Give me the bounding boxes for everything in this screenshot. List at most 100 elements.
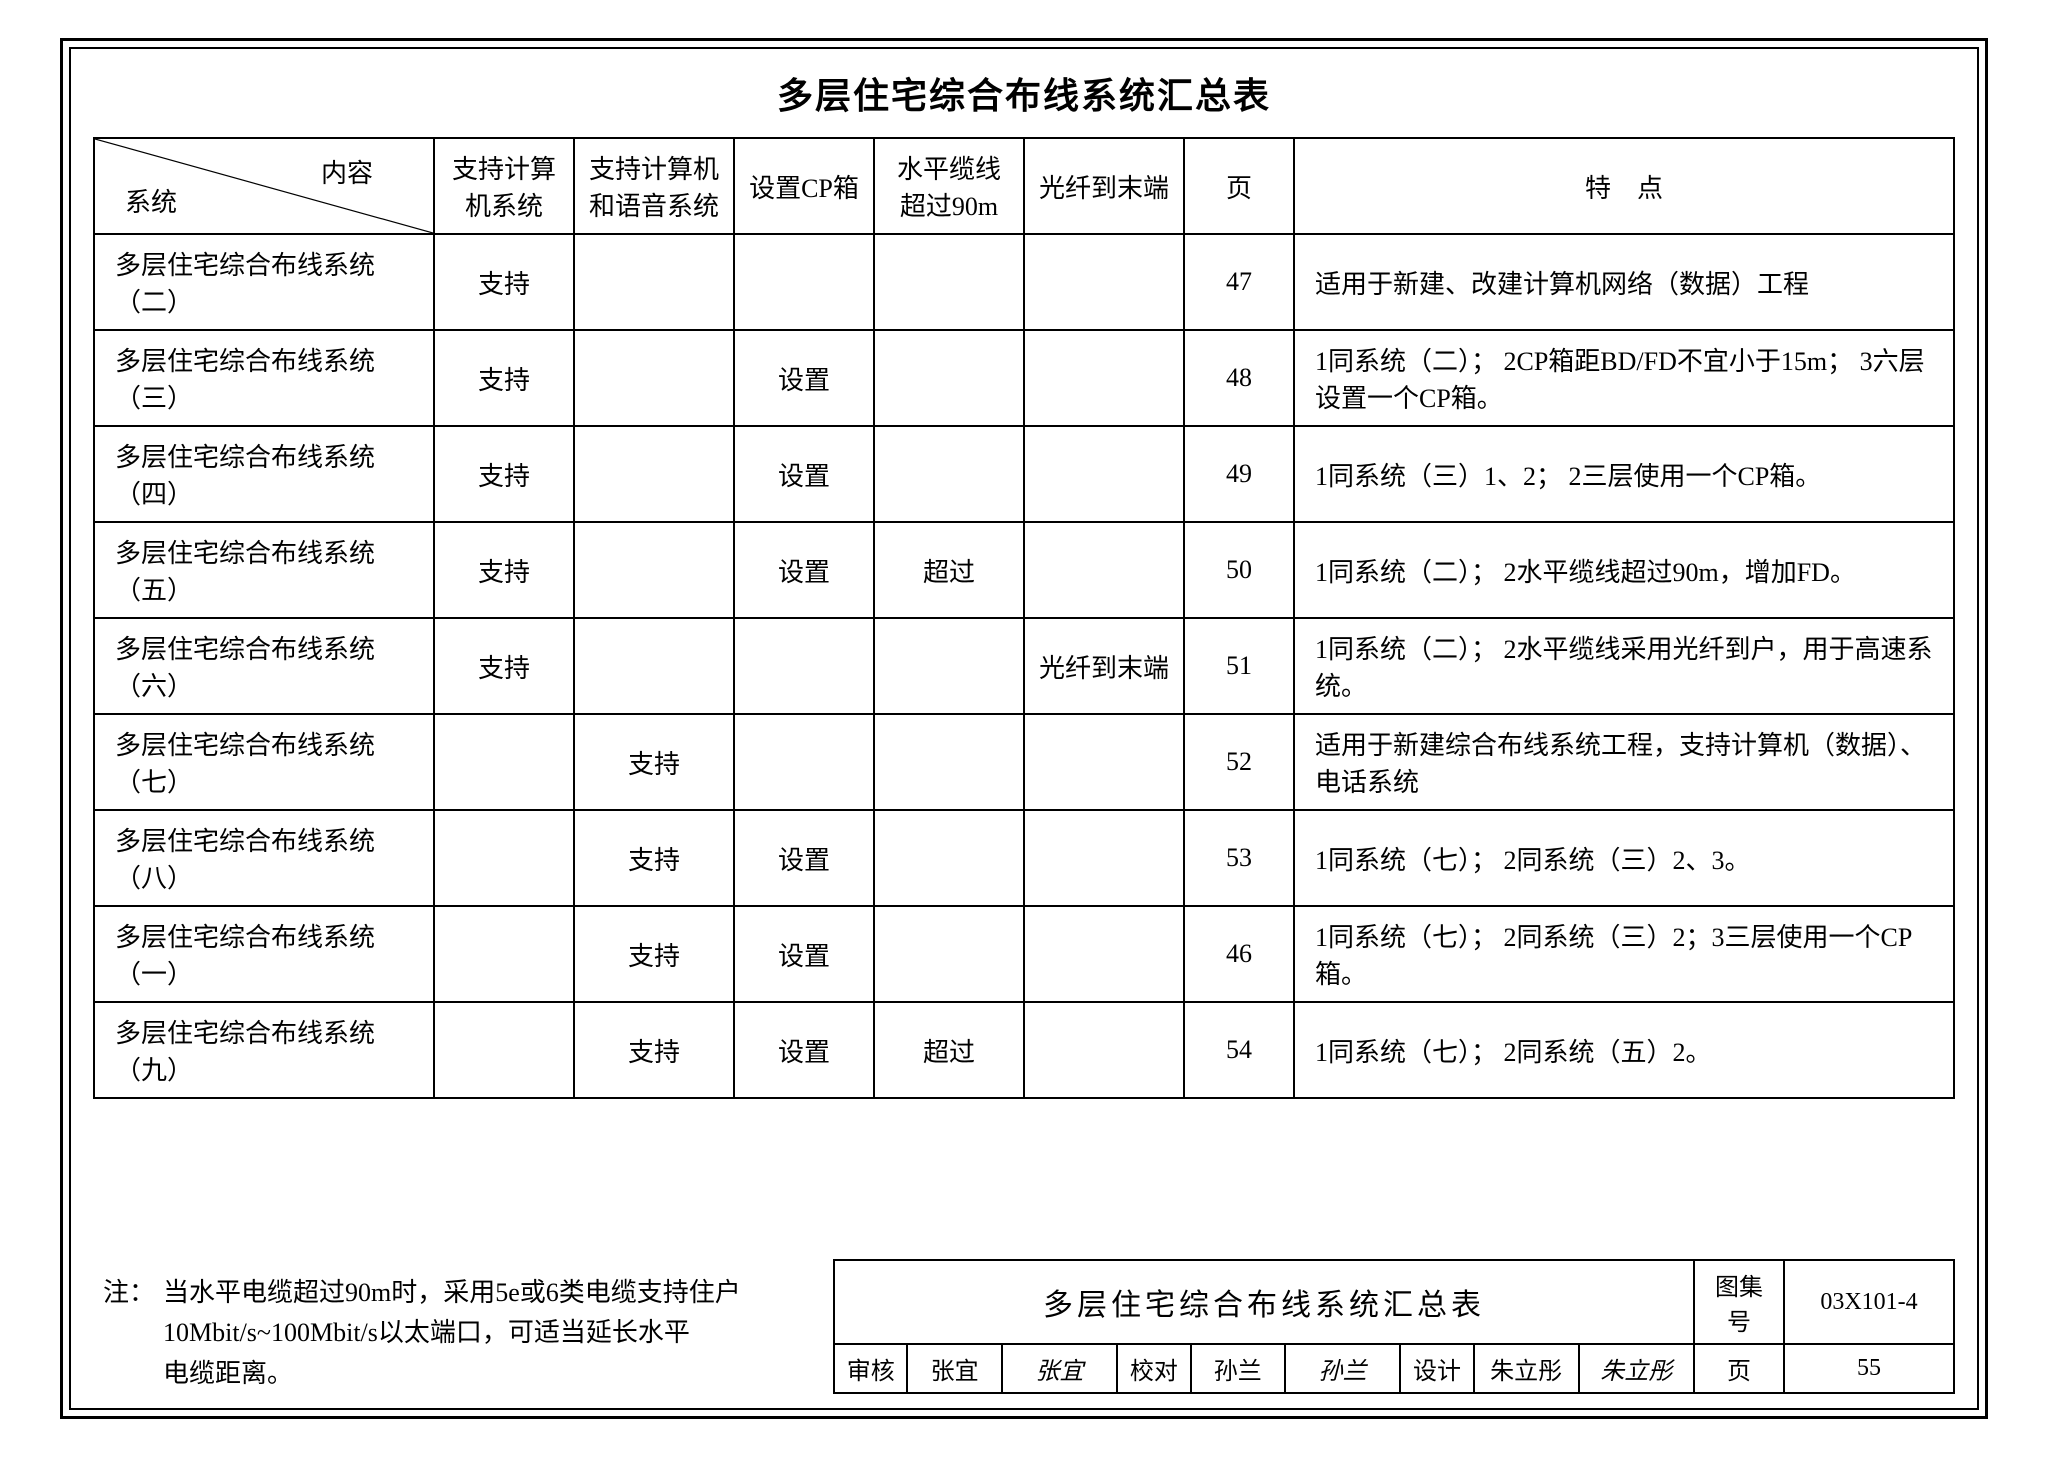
bottom-row: 注：当水平电缆超过90m时，采用5e或6类电缆支持住户 10Mbit/s~100… [93, 1113, 1955, 1394]
cell-feat: 1同系统（二）； 2水平缆线超过90m，增加FD。 [1294, 522, 1954, 618]
header-col4: 水平缆线超过90m [874, 138, 1024, 234]
cell-c4 [874, 618, 1024, 714]
header-diag-bot: 系统 [125, 182, 177, 219]
tb-catalog-label: 图集号 [1694, 1260, 1784, 1344]
cell-page: 47 [1184, 234, 1294, 330]
tb-设计-sig: 朱立彤 [1579, 1344, 1694, 1393]
cell-c1 [434, 906, 574, 1002]
header-col3: 设置CP箱 [734, 138, 874, 234]
cell-c2: 支持 [574, 714, 734, 810]
cell-page: 54 [1184, 1002, 1294, 1098]
cell-c3: 设置 [734, 330, 874, 426]
tb-title: 多层住宅综合布线系统汇总表 [834, 1260, 1694, 1344]
cell-c4 [874, 714, 1024, 810]
cell-c5 [1024, 234, 1184, 330]
tb-校对-label: 校对 [1117, 1344, 1190, 1393]
header-col7: 特 点 [1294, 138, 1954, 234]
table-row: 多层住宅综合布线系统（九） 支持设置超过 541同系统（七）； 2同系统（五）2。 [94, 1002, 1954, 1098]
table-body: 多层住宅综合布线系统（二）支持47适用于新建、改建计算机网络（数据）工程多层住宅… [94, 234, 1954, 1098]
footnote: 注：当水平电缆超过90m时，采用5e或6类电缆支持住户 10Mbit/s~100… [93, 1273, 741, 1394]
cell-c2 [574, 426, 734, 522]
table-header-row: 内容 系统 支持计算机系统 支持计算机和语音系统 设置CP箱 水平缆线超过90m… [94, 138, 1954, 234]
cell-c1: 支持 [434, 234, 574, 330]
page-title: 多层住宅综合布线系统汇总表 [93, 67, 1955, 119]
cell-c4 [874, 426, 1024, 522]
cell-c3 [734, 234, 874, 330]
table-row: 多层住宅综合布线系统（四）支持设置491同系统（三）1、2； 2三层使用一个CP… [94, 426, 1954, 522]
cell-c2: 支持 [574, 906, 734, 1002]
tb-审核-sig: 张宜 [1002, 1344, 1117, 1393]
footnote-indent2 [103, 1354, 163, 1394]
tb-校对-sig: 孙兰 [1285, 1344, 1400, 1393]
cell-c5 [1024, 1002, 1184, 1098]
cell-feat: 1同系统（七）； 2同系统（三）2；3三层使用一个CP箱。 [1294, 906, 1954, 1002]
cell-c2: 支持 [574, 1002, 734, 1098]
cell-c3: 设置 [734, 1002, 874, 1098]
cell-c3: 设置 [734, 522, 874, 618]
cell-c2 [574, 330, 734, 426]
cell-c3: 设置 [734, 906, 874, 1002]
table-row: 多层住宅综合布线系统（五）支持 设置超过 501同系统（二）； 2水平缆线超过90m… [94, 522, 1954, 618]
table-row: 多层住宅综合布线系统（七）支持52适用于新建综合布线系统工程，支持计算机（数据）… [94, 714, 1954, 810]
tb-审核-name: 张宜 [907, 1344, 1001, 1393]
cell-c4 [874, 810, 1024, 906]
footnote-indent [103, 1313, 163, 1353]
footnote-line3: 电缆距离。 [163, 1359, 293, 1388]
cell-c1: 支持 [434, 330, 574, 426]
cell-page: 50 [1184, 522, 1294, 618]
header-col6: 页 [1184, 138, 1294, 234]
header-diag-cell: 内容 系统 [94, 138, 434, 234]
cell-c4: 超过 [874, 1002, 1024, 1098]
outer-frame: 多层住宅综合布线系统汇总表 内容 系统 [60, 38, 1988, 1419]
cell-c1 [434, 714, 574, 810]
cell-c5 [1024, 330, 1184, 426]
title-block-table: 多层住宅综合布线系统汇总表 图集号 03X101-4 审核 张宜 张宜 校对 孙… [833, 1259, 1955, 1394]
cell-feat: 1同系统（七）； 2同系统（五）2。 [1294, 1002, 1954, 1098]
cell-c5 [1024, 522, 1184, 618]
cell-sys: 多层住宅综合布线系统（二） [94, 234, 434, 330]
cell-page: 52 [1184, 714, 1294, 810]
cell-c2 [574, 234, 734, 330]
header-col5: 光纤到末端 [1024, 138, 1184, 234]
header-diag-top: 内容 [321, 153, 373, 190]
cell-sys: 多层住宅综合布线系统（一） [94, 906, 434, 1002]
cell-c4: 超过 [874, 522, 1024, 618]
tb-page-no: 55 [1784, 1344, 1954, 1393]
table-row: 多层住宅综合布线系统（一）支持设置461同系统（七）； 2同系统（三）2；3三层… [94, 906, 1954, 1002]
page: 多层住宅综合布线系统汇总表 内容 系统 [0, 0, 2048, 1457]
cell-c1: 支持 [434, 522, 574, 618]
cell-page: 53 [1184, 810, 1294, 906]
title-block: 多层住宅综合布线系统汇总表 图集号 03X101-4 审核 张宜 张宜 校对 孙… [833, 1259, 1955, 1394]
cell-c1: 支持 [434, 426, 574, 522]
cell-page: 48 [1184, 330, 1294, 426]
cell-c3: 设置 [734, 426, 874, 522]
cell-sys: 多层住宅综合布线系统（三） [94, 330, 434, 426]
cell-feat: 1同系统（七）； 2同系统（三）2、3。 [1294, 810, 1954, 906]
cell-c1 [434, 810, 574, 906]
table-row: 多层住宅综合布线系统（三）支持 设置 481同系统（二）； 2CP箱距BD/FD不宜… [94, 330, 1954, 426]
cell-c5 [1024, 906, 1184, 1002]
cell-c2 [574, 522, 734, 618]
cell-c5 [1024, 426, 1184, 522]
cell-sys: 多层住宅综合布线系统（八） [94, 810, 434, 906]
cell-sys: 多层住宅综合布线系统（九） [94, 1002, 434, 1098]
tb-page-label: 页 [1694, 1344, 1784, 1393]
tb-设计-name: 朱立彤 [1474, 1344, 1579, 1393]
cell-c4 [874, 330, 1024, 426]
inner-frame: 多层住宅综合布线系统汇总表 内容 系统 [69, 47, 1979, 1410]
cell-c4 [874, 234, 1024, 330]
cell-c1 [434, 1002, 574, 1098]
cell-feat: 1同系统（三）1、2； 2三层使用一个CP箱。 [1294, 426, 1954, 522]
footnote-line1: 当水平电缆超过90m时，采用5e或6类电缆支持住户 [163, 1278, 741, 1307]
cell-sys: 多层住宅综合布线系统（五） [94, 522, 434, 618]
summary-table: 内容 系统 支持计算机系统 支持计算机和语音系统 设置CP箱 水平缆线超过90m… [93, 137, 1955, 1099]
cell-c3 [734, 618, 874, 714]
cell-feat: 适用于新建、改建计算机网络（数据）工程 [1294, 234, 1954, 330]
cell-c3 [734, 714, 874, 810]
cell-c5: 光纤到末端 [1024, 618, 1184, 714]
cell-feat: 1同系统（二）； 2CP箱距BD/FD不宜小于15m； 3六层设置一个CP箱。 [1294, 330, 1954, 426]
cell-feat: 适用于新建综合布线系统工程，支持计算机（数据）、电话系统 [1294, 714, 1954, 810]
tb-审核-label: 审核 [834, 1344, 907, 1393]
cell-c5 [1024, 810, 1184, 906]
tb-校对-name: 孙兰 [1191, 1344, 1285, 1393]
